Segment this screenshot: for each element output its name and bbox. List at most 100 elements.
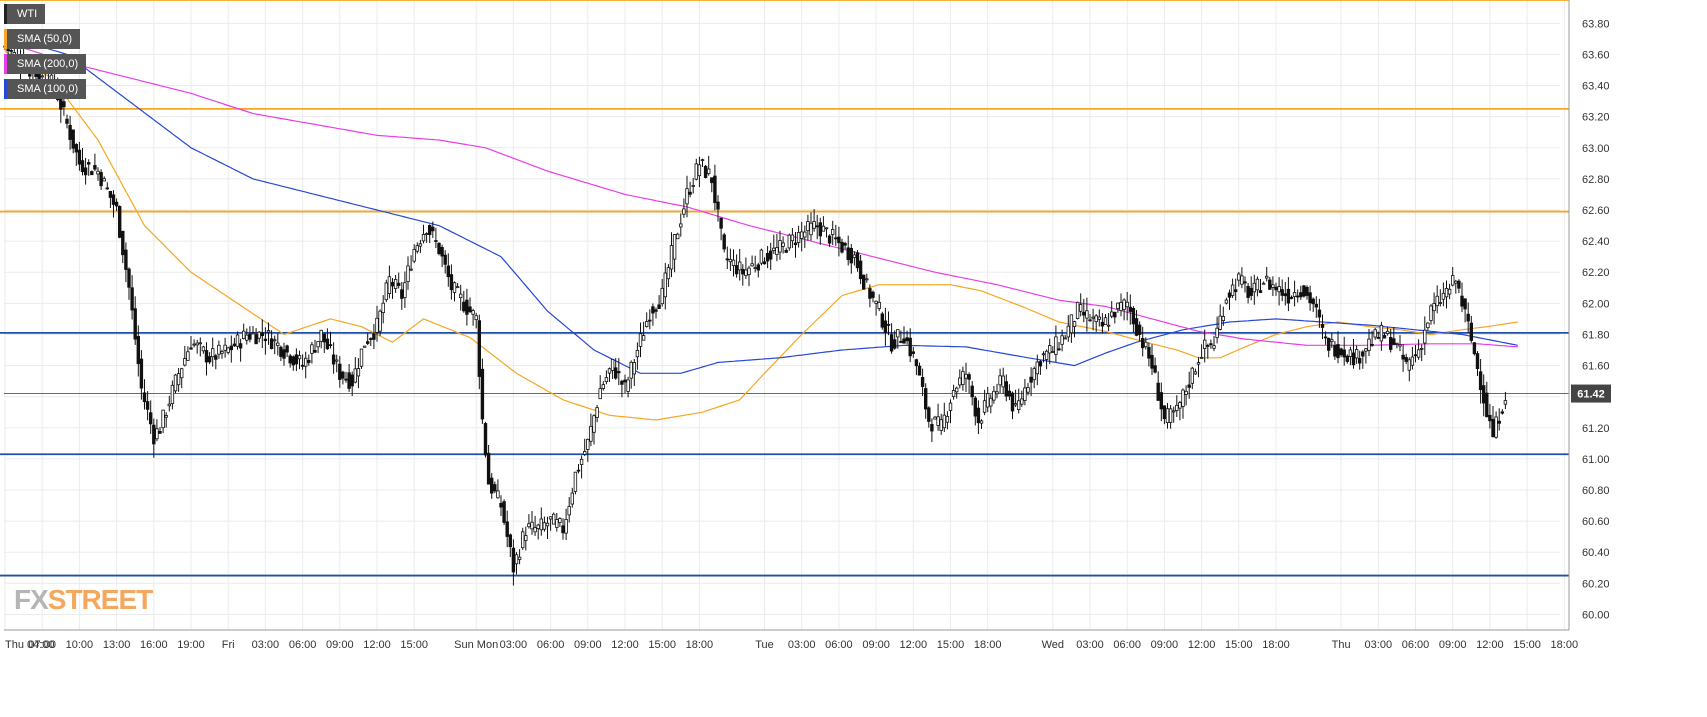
candle xyxy=(1227,289,1232,310)
candle-body-down xyxy=(93,165,97,170)
candle xyxy=(1426,322,1430,331)
x-tick-label: 18:00 xyxy=(1262,639,1290,651)
candle-body-up xyxy=(995,391,999,395)
candle-body-up xyxy=(691,185,695,187)
candle xyxy=(840,238,844,254)
candle xyxy=(1327,337,1331,358)
candle xyxy=(679,213,683,237)
candle xyxy=(300,354,305,370)
candle-body-down xyxy=(886,323,891,326)
candle-body-up xyxy=(1181,389,1185,407)
candle xyxy=(285,344,289,358)
candle xyxy=(948,399,953,424)
x-tick-label: Thu xyxy=(1332,639,1351,651)
candle xyxy=(1181,388,1185,419)
candle xyxy=(341,370,345,385)
candle xyxy=(418,239,423,253)
candle xyxy=(722,232,726,253)
x-tick-label: 06:00 xyxy=(289,639,317,651)
candle-body-down xyxy=(307,360,311,363)
candle xyxy=(1336,331,1340,364)
candle xyxy=(1144,337,1148,350)
candle xyxy=(291,355,295,371)
candle xyxy=(1221,306,1225,326)
y-tick-label: 62.20 xyxy=(1582,267,1610,279)
candle-body-up xyxy=(319,329,323,342)
candle-body-up xyxy=(567,506,571,516)
candle xyxy=(713,164,717,211)
x-tick-label: Sun Mon xyxy=(454,639,498,651)
candle xyxy=(964,362,968,392)
candle xyxy=(387,265,392,299)
candle-body-down xyxy=(1268,279,1272,290)
candle-body-down xyxy=(148,412,153,425)
candle-body-up xyxy=(1032,368,1036,381)
candle xyxy=(1354,345,1359,364)
candle xyxy=(1044,349,1049,370)
candle xyxy=(440,244,444,268)
candle xyxy=(1100,313,1105,334)
candle-body-up xyxy=(638,333,643,347)
legend-item[interactable]: SMA (50,0) xyxy=(4,29,81,49)
candle-body-up xyxy=(198,342,202,345)
candle xyxy=(1119,293,1123,317)
candle xyxy=(121,230,125,264)
candle-body-up xyxy=(1441,292,1446,300)
candle xyxy=(1370,330,1374,347)
x-tick-label: 15:00 xyxy=(1513,639,1541,651)
candle xyxy=(552,512,556,525)
candle xyxy=(1193,368,1198,375)
candle xyxy=(356,358,361,389)
candle xyxy=(486,444,491,485)
candle-body-down xyxy=(1131,307,1136,325)
candle-body-down xyxy=(9,50,13,52)
candle xyxy=(955,386,959,399)
candle-body-up xyxy=(533,527,537,533)
candle-body-up xyxy=(387,276,392,294)
candle-body-up xyxy=(775,247,779,255)
candle xyxy=(1088,314,1092,322)
legend-item[interactable]: SMA (100,0) xyxy=(4,79,87,99)
candle-body-down xyxy=(899,341,903,343)
candle-body-down xyxy=(1246,285,1250,298)
candle-body-up xyxy=(1221,316,1225,322)
candle xyxy=(431,221,435,238)
candle-body-down xyxy=(1314,303,1318,308)
candle xyxy=(1063,334,1067,340)
candle-body-up xyxy=(806,221,810,232)
candle xyxy=(936,403,940,431)
candle xyxy=(1187,371,1191,399)
candle xyxy=(784,247,788,254)
candle xyxy=(685,175,689,218)
candle xyxy=(189,335,193,350)
candle-body-down xyxy=(114,201,119,207)
candle-body-down xyxy=(818,222,822,237)
legend-item[interactable]: WTI xyxy=(4,4,46,24)
candle-body-down xyxy=(90,171,94,176)
candle-body-up xyxy=(1423,329,1427,344)
candle-body-down xyxy=(400,289,404,299)
candle xyxy=(787,233,791,251)
candle-body-up xyxy=(781,242,785,247)
candle xyxy=(111,190,116,218)
y-tick-label: 62.40 xyxy=(1582,236,1610,248)
candle xyxy=(257,330,261,343)
candle xyxy=(750,255,754,267)
candle xyxy=(390,277,395,299)
candle-body-up xyxy=(632,362,636,375)
last-price-label: 61.42 xyxy=(1577,389,1605,401)
candle-body-down xyxy=(443,254,447,265)
x-tick-label: 15:00 xyxy=(1225,639,1253,651)
candle xyxy=(148,400,153,434)
candle-body-down xyxy=(1382,335,1387,339)
candle-body-down xyxy=(87,162,91,165)
candle-body-down xyxy=(322,333,326,343)
candle xyxy=(359,348,364,369)
candle-body-up xyxy=(1094,315,1098,323)
candle xyxy=(1122,298,1126,321)
legend-item[interactable]: SMA (200,0) xyxy=(4,54,87,74)
candle-body-up xyxy=(951,390,956,397)
candle-body-up xyxy=(310,344,314,354)
candle-body-down xyxy=(883,320,888,333)
candle xyxy=(1438,289,1442,307)
